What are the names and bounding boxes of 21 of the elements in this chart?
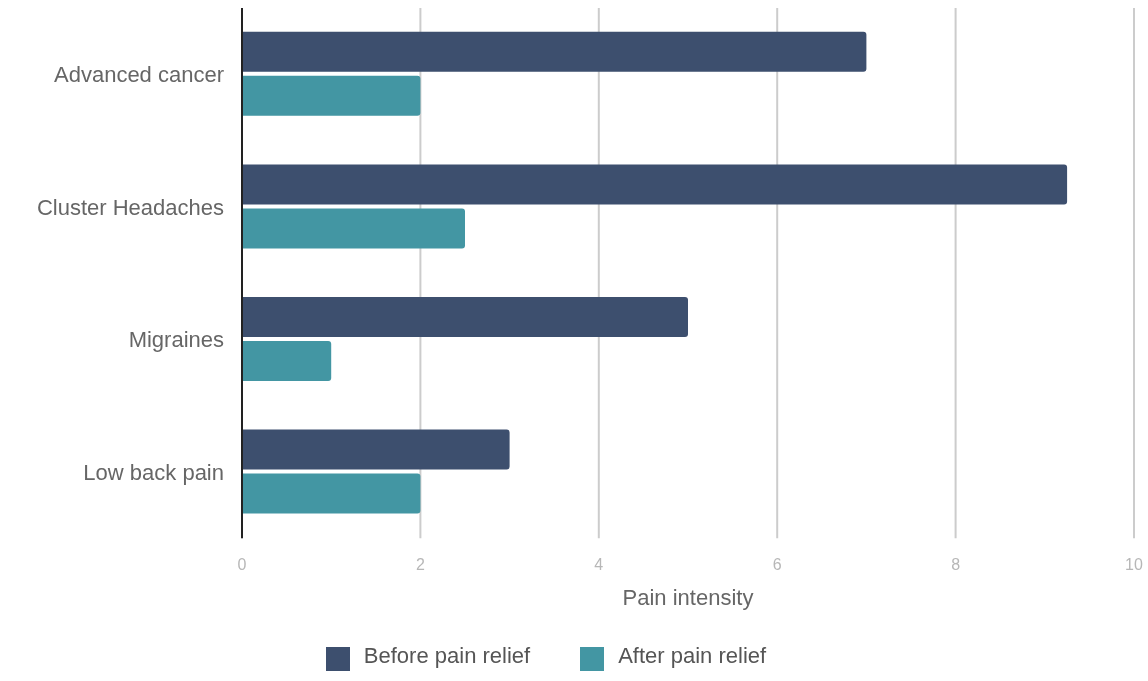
x-tick-label: 2: [415, 555, 425, 573]
bar: [242, 75, 421, 116]
bar: [242, 340, 332, 381]
y-tick-label: Advanced cancer: [54, 62, 224, 88]
legend-label: After pain relief: [618, 643, 767, 669]
x-tick-label: 6: [772, 555, 782, 573]
bar: [242, 164, 1068, 205]
legend-label: Before pain relief: [363, 643, 531, 669]
x-tick-label: 8: [951, 555, 961, 573]
y-tick-label: Low back pain: [83, 459, 224, 485]
x-tick-label: 0: [237, 555, 247, 573]
bar: [242, 208, 465, 249]
bar: [242, 473, 421, 514]
x-axis-title: Pain intensity: [622, 585, 754, 611]
bar: [242, 429, 510, 470]
y-tick-label: Migraines: [128, 327, 224, 353]
bar: [242, 296, 688, 337]
x-tick-label: 10: [1125, 555, 1143, 573]
bar: [242, 31, 867, 72]
y-tick-label: Cluster Headaches: [36, 194, 224, 220]
x-tick-label: 4: [594, 555, 604, 573]
